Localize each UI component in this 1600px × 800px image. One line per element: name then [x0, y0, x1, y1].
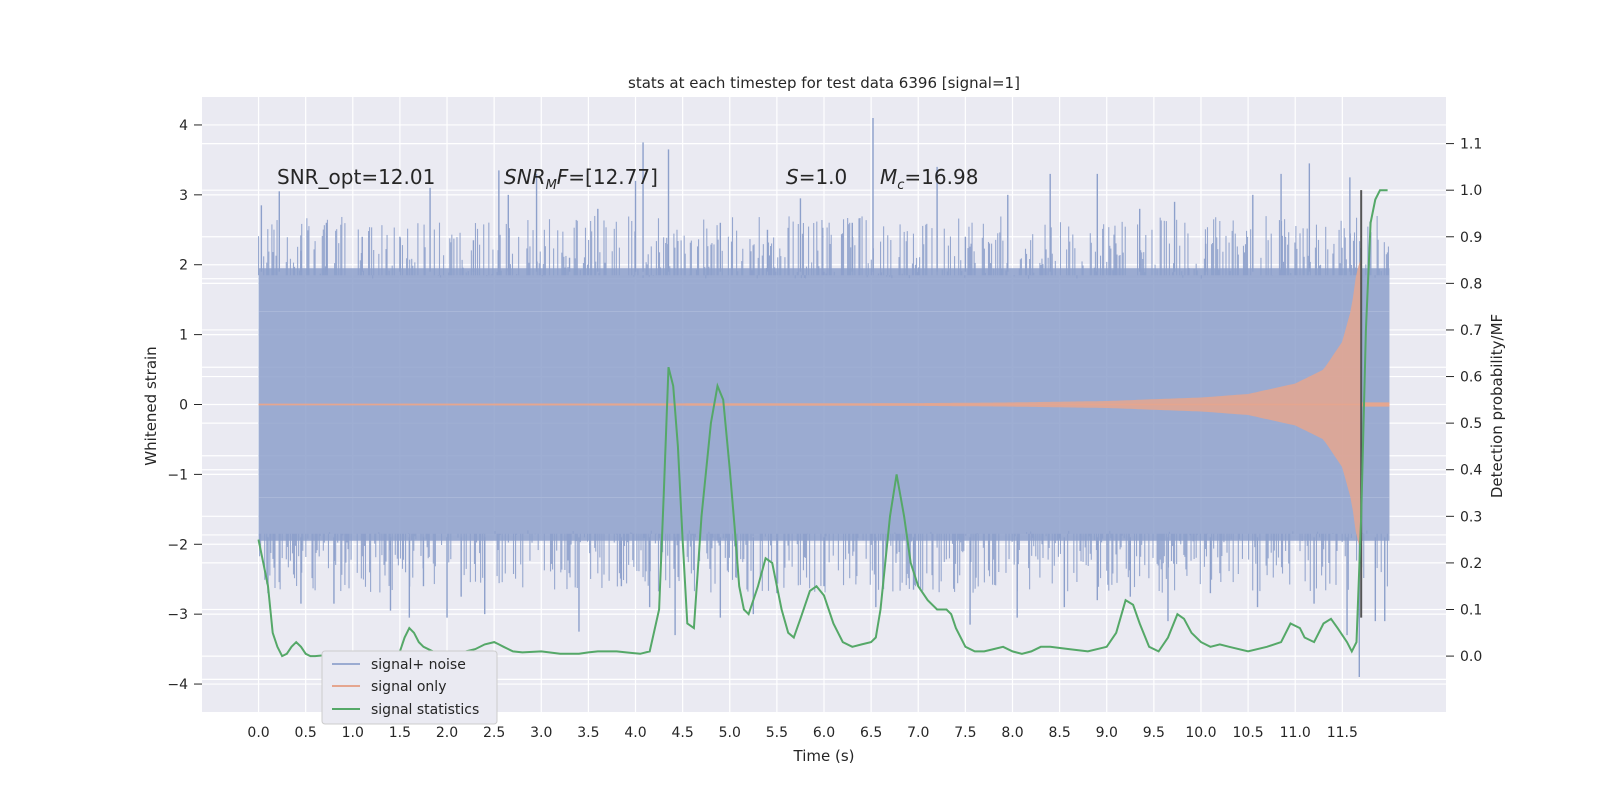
y-tick-label: 2: [179, 258, 188, 274]
x-tick-label: 11.5: [1327, 725, 1358, 741]
x-tick-label: 9.5: [1143, 725, 1165, 741]
y2-tick-label: 0.7: [1460, 323, 1482, 339]
y-tick-label: −4: [167, 677, 188, 693]
annotation-mc: Mc=16.98: [880, 165, 978, 193]
x-tick-label: 10.0: [1185, 725, 1216, 741]
annotation-s: S=1.0: [786, 165, 847, 189]
x-tick-label: 8.0: [1001, 725, 1023, 741]
y-tick-label: 1: [179, 328, 188, 344]
x-tick-label: 7.0: [907, 725, 929, 741]
x-tick-label: 6.5: [860, 725, 882, 741]
x-tick-label: 11.0: [1280, 725, 1311, 741]
y-tick-label: 0: [179, 398, 188, 414]
x-tick-label: 3.0: [530, 725, 552, 741]
legend-label-noise: signal+ noise: [371, 657, 466, 673]
x-axis-ticks: 0.0 0.5 1.0 1.5 2.0 2.5 3.0 3.5 4.0 4.5 5.0 5.5 6.0 6…: [247, 725, 1358, 741]
stat-line: [257, 189, 1388, 658]
x-tick-label: 2.5: [483, 725, 505, 741]
annotation-snr-opt: SNR_opt=12.01: [277, 165, 435, 189]
legend: signal+ noise signal only signal statist…: [321, 650, 498, 725]
x-tick-label: 3.5: [577, 725, 599, 741]
y2-tick-label: 0.3: [1460, 509, 1482, 525]
y-tick-label: −3: [167, 607, 188, 623]
y2-tick-label: 0.8: [1460, 276, 1482, 292]
y2-tick-label: 1.1: [1460, 137, 1482, 153]
signal-series: [258, 257, 1390, 552]
x-tick-label: 0.5: [295, 725, 317, 741]
x-tick-label: 10.5: [1233, 725, 1264, 741]
x-tick-label: 5.0: [719, 725, 741, 741]
x-tick-label: 1.0: [342, 725, 364, 741]
legend-label-stat: signal statistics: [371, 702, 479, 718]
x-tick-label: 2.0: [436, 725, 458, 741]
x-tick-label: 8.5: [1048, 725, 1070, 741]
y2-tick-label: 0.4: [1460, 463, 1482, 479]
x-tick-label: 6.0: [813, 725, 835, 741]
x-tick-label: 1.5: [389, 725, 411, 741]
x-tick-label: 5.5: [766, 725, 788, 741]
y-axis-ticks: −4 −3 −2 −1 0 1 2 3 4: [167, 118, 202, 693]
stat-series: [257, 189, 1388, 658]
y2-tick-label: 0.6: [1460, 370, 1482, 386]
y2-tick-label: 0.1: [1460, 603, 1482, 619]
y2-tick-label: 0.5: [1460, 416, 1482, 432]
x-tick-label: 4.5: [672, 725, 694, 741]
x-tick-label: 0.0: [247, 725, 269, 741]
x-axis-title: Time (s): [793, 747, 855, 765]
y-tick-label: 4: [179, 118, 188, 134]
y2-tick-label: 1.0: [1460, 183, 1482, 199]
y-tick-label: 3: [179, 188, 188, 204]
x-tick-label: 9.0: [1096, 725, 1118, 741]
y2-tick-label: 0.9: [1460, 230, 1482, 246]
y2-axis-title: Detection probability/MF: [1488, 314, 1506, 498]
y2-axis-ticks: 0.0 0.1 0.2 0.3 0.4 0.5 0.6 0.7 0.8 0.9 1.0 1.1: [1446, 137, 1482, 665]
y2-tick-label: 0.0: [1460, 649, 1482, 665]
legend-label-signal: signal only: [371, 679, 446, 695]
y2-tick-label: 0.2: [1460, 556, 1482, 572]
y-tick-label: −2: [167, 537, 188, 553]
x-tick-label: 4.0: [624, 725, 646, 741]
y-axis-title: Whitened strain: [142, 346, 160, 465]
legend-box: [321, 650, 498, 725]
x-tick-label: 7.5: [954, 725, 976, 741]
y-tick-label: −1: [167, 467, 188, 483]
chart-title: stats at each timestep for test data 639…: [628, 74, 1020, 92]
annotation-snr-mf: SNRMF=[12.77]: [504, 165, 658, 193]
